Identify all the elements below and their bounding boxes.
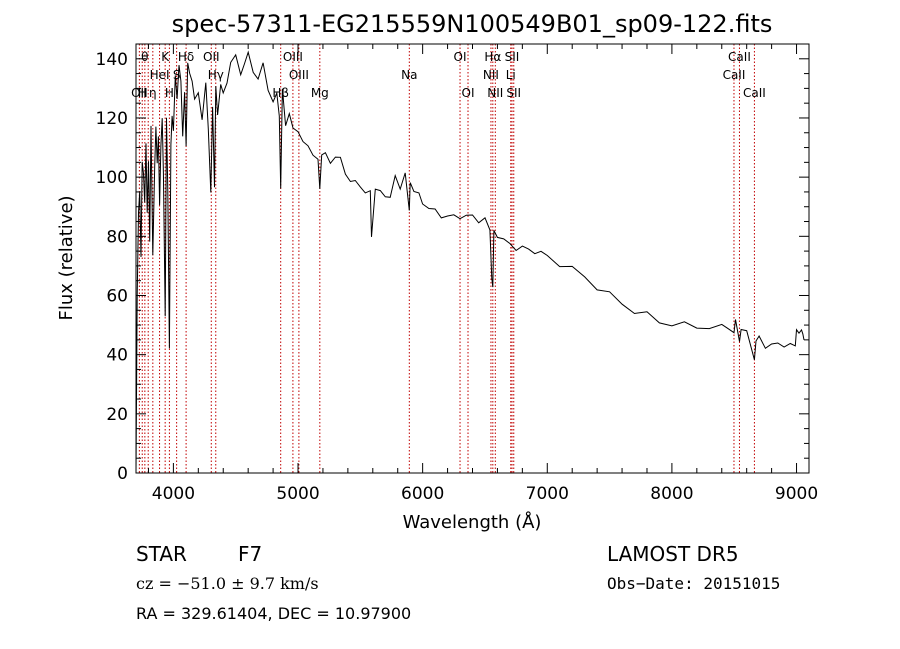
line-label: Hγ xyxy=(208,68,224,82)
y-tick-label: 60 xyxy=(106,286,128,306)
line-label: NII xyxy=(483,68,499,82)
line-label: Hβ xyxy=(272,86,289,100)
y-axis-label: Flux (relative) xyxy=(56,195,77,320)
radec-text: RA = 329.61404, DEC = 10.97900 xyxy=(136,604,411,623)
x-axis-label: Wavelength (Å) xyxy=(403,511,542,533)
line-label: OI xyxy=(462,86,475,100)
line-label: S xyxy=(173,68,181,82)
line-label: CaII xyxy=(728,50,751,64)
cz-text: cz = −51.0 ± 9.7 km/s xyxy=(136,574,319,593)
line-label: OIII xyxy=(283,50,303,64)
x-tick-label: 7000 xyxy=(526,484,569,504)
y-tick-label: 80 xyxy=(106,227,128,247)
line-label: H xyxy=(138,86,147,100)
line-label: OI xyxy=(454,50,467,64)
line-label: Na xyxy=(401,68,417,82)
spectrum-line xyxy=(135,50,805,474)
y-tick-label: 0 xyxy=(117,464,128,484)
line-label: OII xyxy=(203,50,220,64)
line-label: SII xyxy=(505,50,520,64)
x-tick-label: 9000 xyxy=(775,484,818,504)
y-tick-label: 120 xyxy=(96,109,128,129)
line-label: Hα xyxy=(484,50,501,64)
line-label: Mg xyxy=(311,86,329,100)
obs-date: Obs−Date: 20151015 xyxy=(607,574,780,593)
spectral-class: F7 xyxy=(238,542,262,566)
x-tick-label: 5000 xyxy=(276,484,319,504)
line-label: Li xyxy=(506,68,516,82)
line-label: OIII xyxy=(289,68,309,82)
line-label: CaII xyxy=(743,86,766,100)
line-label: H xyxy=(165,86,174,100)
y-tick-label: 140 xyxy=(96,50,128,70)
x-tick-label: 8000 xyxy=(650,484,693,504)
line-label: NII xyxy=(487,86,503,100)
line-label: CaII xyxy=(723,68,746,82)
chart-title: spec-57311-EG215559N100549B01_sp09-122.f… xyxy=(172,10,773,38)
line-markers-layer xyxy=(138,44,755,473)
line-label: OII xyxy=(131,86,148,100)
line-label: HeI xyxy=(150,68,170,82)
line-label: K xyxy=(161,50,170,64)
line-label: SII xyxy=(506,86,521,100)
line-label: Hδ xyxy=(178,50,194,64)
line-label: θ xyxy=(141,50,148,64)
y-tick-label: 40 xyxy=(106,346,128,366)
star-label: STAR xyxy=(136,542,187,566)
x-axis: 4000 5000 6000 7000 8000 9000 xyxy=(147,44,818,504)
x-tick-label: 6000 xyxy=(401,484,444,504)
plot-frame xyxy=(135,43,810,474)
x-tick-label: 4000 xyxy=(152,484,195,504)
survey-label: LAMOST DR5 xyxy=(607,542,739,566)
line-label: η xyxy=(149,86,157,100)
y-axis: 0 20 40 60 80 100 120 140 xyxy=(96,50,809,484)
y-tick-label: 20 xyxy=(106,405,128,425)
y-tick-label: 100 xyxy=(96,168,128,188)
line-labels-layer: OIIHθηHeIKHHδSOIIHγHβOIIIOIIIMgNaOIOINII… xyxy=(131,50,766,100)
